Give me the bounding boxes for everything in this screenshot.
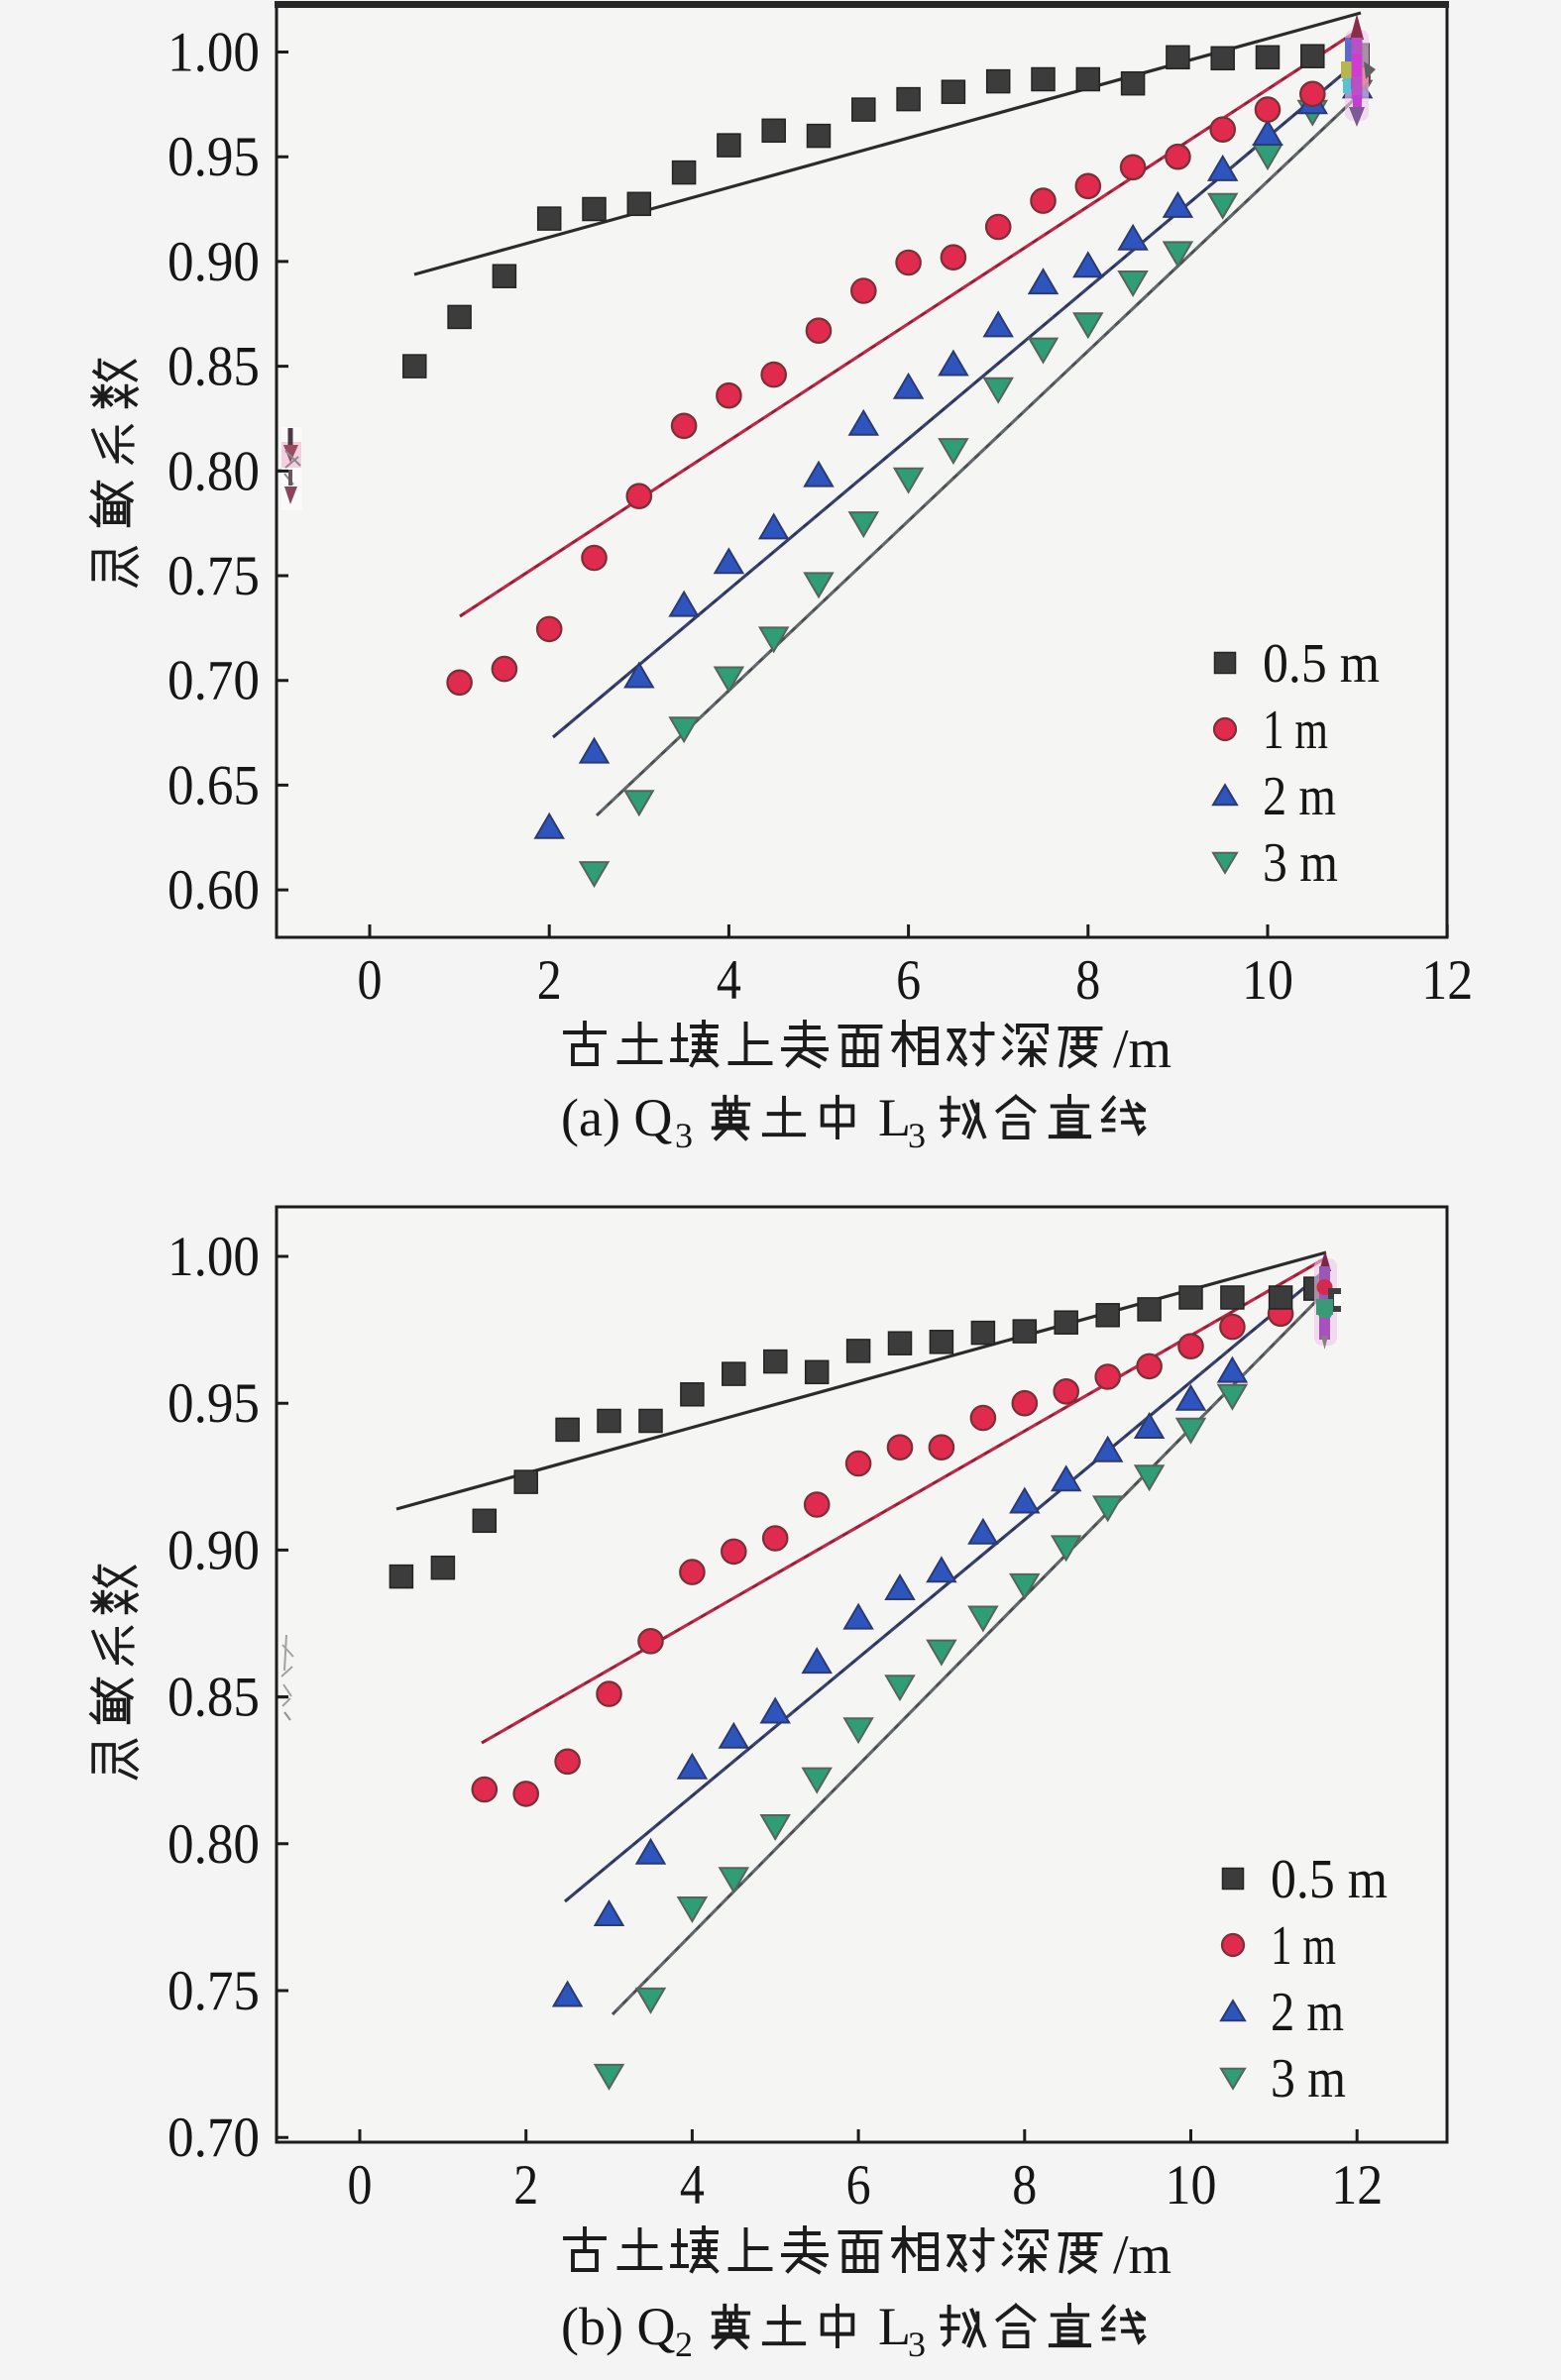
svg-text:3 m: 3 m xyxy=(1263,832,1338,894)
svg-text:0.85: 0.85 xyxy=(167,336,260,398)
svg-text:2 m: 2 m xyxy=(1263,766,1336,827)
svg-text:0.90: 0.90 xyxy=(167,1519,260,1581)
svg-text:0.75: 0.75 xyxy=(167,1960,260,2022)
svg-text:2 m: 2 m xyxy=(1271,1982,1344,2043)
svg-text:6: 6 xyxy=(896,949,921,1012)
svg-text:L: L xyxy=(878,1088,911,1147)
svg-text:/m: /m xyxy=(1113,1019,1171,1080)
svg-text:0.70: 0.70 xyxy=(167,2107,260,2169)
svg-text:0.95: 0.95 xyxy=(167,1372,260,1435)
svg-text:0.5 m: 0.5 m xyxy=(1271,1849,1388,1910)
svg-text:3 m: 3 m xyxy=(1271,2048,1346,2110)
svg-text:0.70: 0.70 xyxy=(167,650,260,712)
svg-text:1 m: 1 m xyxy=(1263,700,1328,761)
svg-text:2: 2 xyxy=(675,2325,693,2364)
svg-text:8: 8 xyxy=(1012,2154,1037,2217)
svg-text:0.80: 0.80 xyxy=(167,1813,260,1876)
svg-text:1.00: 1.00 xyxy=(167,1226,260,1288)
svg-text:2: 2 xyxy=(513,2154,538,2217)
svg-text:10: 10 xyxy=(1242,949,1293,1012)
svg-text:0.75: 0.75 xyxy=(167,545,260,607)
svg-text:4: 4 xyxy=(680,2154,705,2217)
svg-text:0.65: 0.65 xyxy=(167,754,260,816)
svg-text:1 m: 1 m xyxy=(1271,1915,1336,1977)
svg-text:3: 3 xyxy=(908,1116,926,1155)
svg-text:2: 2 xyxy=(537,949,562,1012)
svg-text:6: 6 xyxy=(846,2154,871,2217)
svg-text:0.95: 0.95 xyxy=(167,126,260,188)
svg-text:3: 3 xyxy=(675,1116,693,1155)
svg-text:0: 0 xyxy=(348,2154,373,2217)
svg-text:0: 0 xyxy=(358,949,383,1012)
svg-text:L: L xyxy=(878,2297,911,2356)
svg-text:0.5 m: 0.5 m xyxy=(1263,633,1380,695)
svg-text:0.90: 0.90 xyxy=(167,231,260,293)
svg-text:4: 4 xyxy=(717,949,741,1012)
svg-text:(b) Q: (b) Q xyxy=(561,2297,675,2356)
svg-text:12: 12 xyxy=(1331,2154,1383,2217)
svg-text:0.85: 0.85 xyxy=(167,1667,260,1729)
svg-text:(a) Q: (a) Q xyxy=(561,1088,672,1147)
svg-text:8: 8 xyxy=(1075,949,1100,1012)
svg-text:0.60: 0.60 xyxy=(167,859,260,921)
svg-text:3: 3 xyxy=(908,2325,926,2364)
svg-text:10: 10 xyxy=(1166,2154,1217,2217)
svg-text:1.00: 1.00 xyxy=(167,22,260,84)
svg-text:0.80: 0.80 xyxy=(167,440,260,502)
svg-text:12: 12 xyxy=(1421,949,1473,1012)
svg-text:/m: /m xyxy=(1113,2224,1171,2286)
